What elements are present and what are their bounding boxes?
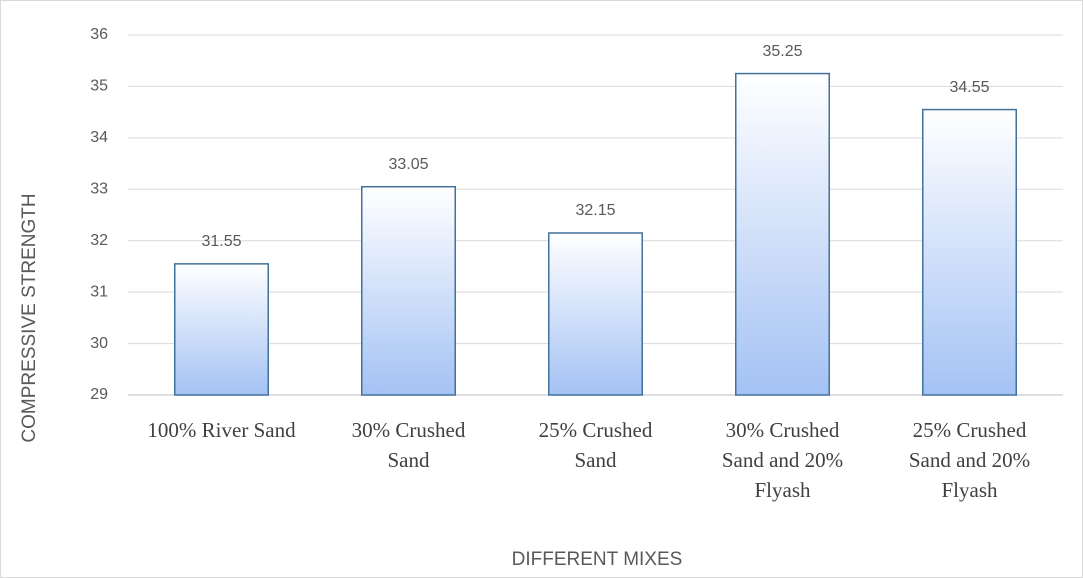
- x-tick-label: 100% River Sand: [147, 418, 296, 442]
- data-label: 32.15: [575, 202, 615, 219]
- y-tick-label: 36: [90, 26, 108, 43]
- y-tick-label: 31: [90, 283, 108, 300]
- y-tick-label: 35: [90, 78, 108, 95]
- x-tick-label: 25% Crushed Sand and 20% Flyash: [908, 418, 1031, 502]
- data-label: 34.55: [949, 79, 989, 96]
- y-tick-label: 29: [90, 386, 108, 403]
- bar: [361, 185, 456, 396]
- x-tick-label: 30% Crushed Sand and 20% Flyash: [721, 418, 844, 502]
- data-label: 35.25: [762, 43, 802, 60]
- x-axis-title: DIFFERENT MIXES: [512, 549, 683, 570]
- y-tick-label: 30: [90, 335, 108, 352]
- x-tick-label: 25% Crushed Sand: [538, 418, 653, 472]
- bar: [922, 108, 1017, 396]
- y-axis-title: COMPRESSIVE STRENGTH: [19, 193, 40, 442]
- bar: [548, 232, 643, 396]
- y-tick-label: 33: [90, 181, 108, 198]
- bar: [174, 263, 269, 396]
- y-tick-label: 32: [90, 232, 108, 249]
- bar: [735, 72, 830, 396]
- data-label: 31.55: [201, 233, 241, 250]
- y-tick-label: 34: [90, 129, 108, 146]
- data-label: 33.05: [388, 156, 428, 173]
- x-tick-label: 30% Crushed Sand: [351, 418, 466, 472]
